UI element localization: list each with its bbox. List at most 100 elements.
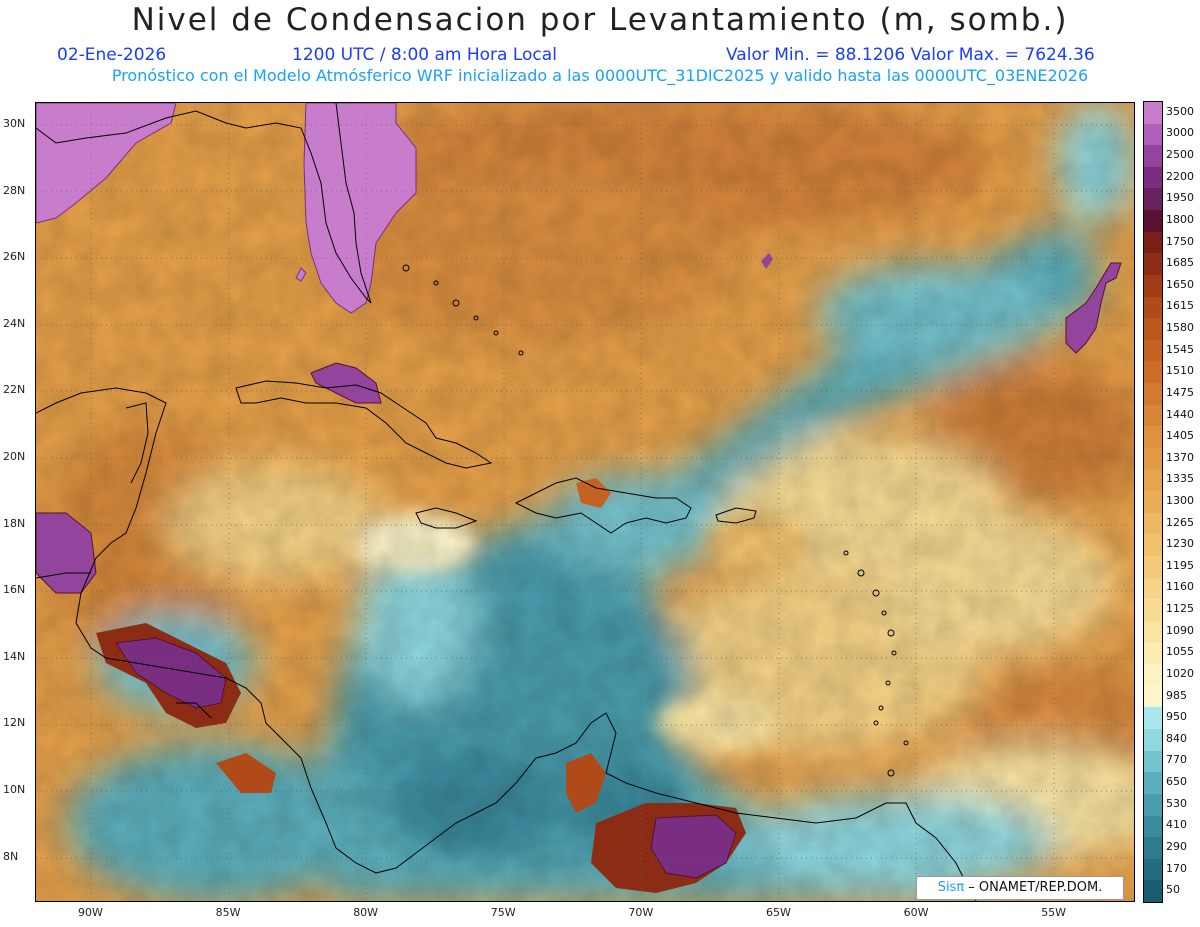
colorbar-label: 50 [1166,883,1180,897]
graticule [36,103,1134,901]
valid-time: 1200 UTC / 8:00 am Hora Local [292,45,557,65]
lcl-field [36,103,1134,901]
colorbar-swatch [1144,880,1162,903]
colorbar-swatch [1144,123,1162,146]
colorbar-label: 1950 [1166,191,1194,205]
colorbar-label: 1090 [1166,623,1194,637]
colorbar-swatch [1144,729,1162,752]
colorbar-swatch [1144,426,1162,449]
colorbar-swatch [1144,274,1162,298]
lat-label: 20N [3,450,26,463]
colorbar-swatch [1144,231,1162,254]
lat-label: 12N [3,716,26,730]
min-max-values: Valor Min. = 88.1206 Valor Max. = 7624.3… [726,45,1095,65]
colorbar-label: 985 [1166,688,1187,702]
colorbar-swatch [1144,793,1162,816]
colorbar-label: 770 [1166,753,1187,767]
lon-label: 60W [903,906,929,919]
colorbar-label: 1440 [1166,407,1194,421]
lon-label: 80W [353,906,379,919]
colorbar-swatch [1144,599,1162,622]
colorbar-label: 2200 [1166,169,1194,183]
small-islands [402,264,909,777]
colorbar-swatch [1144,318,1162,341]
colorbar-label: 1195 [1166,558,1194,572]
colorbar-label: 1800 [1166,212,1194,226]
colorbar-label: 2500 [1166,148,1194,162]
colorbar-label: 1615 [1166,299,1194,313]
lon-label: 55W [1041,906,1067,919]
colorbar-swatch [1144,685,1162,708]
colorbar-swatch [1144,750,1162,773]
colorbar-label: 1370 [1166,450,1194,464]
lat-label: 14N [3,649,26,663]
colorbar-swatch [1144,166,1162,189]
colorbar-label: 1545 [1166,342,1194,356]
lat-label: 8N [3,849,19,863]
colorbar-swatch [1144,642,1162,665]
lat-label: 30N [3,117,26,130]
colorbar-swatch [1144,188,1162,211]
colorbar-label: 410 [1166,818,1187,832]
onamet-credit: – ONAMET/REP.DOM. [964,880,1103,895]
colorbar-swatch [1144,102,1162,125]
lat-label: 28N [3,183,26,197]
lcl-map [35,102,1135,902]
colorbar-swatch [1144,577,1162,600]
colorbar-swatch [1144,772,1162,795]
colorbar-label: 1475 [1166,385,1194,399]
colorbar-swatch [1144,447,1162,471]
sispi-logo-text: Sisπ [937,880,965,895]
valid-date: 02-Ene-2026 [57,45,167,65]
colorbar-swatch [1144,512,1162,535]
colorbar-swatch [1144,620,1162,644]
colorbar-swatch [1144,469,1162,492]
colorbar-swatch [1144,361,1162,384]
colorbar-label: 1405 [1166,429,1194,443]
lon-label: 70W [628,906,654,919]
lon-label: 90W [78,906,103,919]
lat-label: 24N [3,316,26,330]
colorbar-swatch [1144,339,1162,362]
high-lcl-areas [36,103,1122,893]
colorbar-label: 1580 [1166,321,1194,335]
colorbar-label: 1335 [1166,472,1194,486]
map-title: Nivel de Condensacion por Levantamiento … [131,2,1069,38]
colorbar-label: 840 [1166,731,1187,745]
colorbar-label: 530 [1166,796,1187,810]
colorbar-label: 1125 [1166,602,1194,616]
colorbar-label: 1160 [1166,580,1194,594]
colorbar-swatch [1144,253,1162,276]
lon-label: 75W [490,906,516,919]
colorbar [1143,101,1163,903]
colorbar-swatch [1144,145,1162,168]
colorbar-label: 1230 [1166,537,1194,551]
lat-label: 18N [3,516,26,530]
colorbar-label: 290 [1166,839,1187,853]
colorbar-swatch [1144,383,1162,406]
colorbar-swatch [1144,858,1162,881]
lon-label: 65W [766,906,791,919]
colorbar-swatch [1144,404,1162,427]
colorbar-label: 3000 [1166,126,1194,140]
colorbar-label: 1020 [1166,666,1194,680]
colorbar-swatch [1144,534,1162,557]
colorbar-swatch [1144,491,1162,514]
colorbar-swatch [1144,837,1162,860]
colorbar-swatch [1144,815,1162,838]
lon-label: 85W [215,906,241,919]
colorbar-label: 1510 [1166,364,1194,378]
colorbar-label: 1650 [1166,277,1194,291]
coastlines [36,103,977,901]
colorbar-label: 650 [1166,775,1187,789]
colorbar-label: 1300 [1166,494,1194,507]
credit-box: Sisπ – ONAMET/REP.DOM. [916,876,1124,900]
colorbar-label: 3500 [1166,104,1194,118]
colorbar-label: 1685 [1166,256,1194,270]
model-info: Pronóstico con el Modelo Atmósferico WRF… [111,66,1089,85]
colorbar-swatch [1144,707,1162,730]
colorbar-label: 1265 [1166,515,1194,529]
colorbar-swatch [1144,210,1162,233]
lat-label: 16N [3,583,26,597]
colorbar-label: 170 [1166,861,1187,875]
